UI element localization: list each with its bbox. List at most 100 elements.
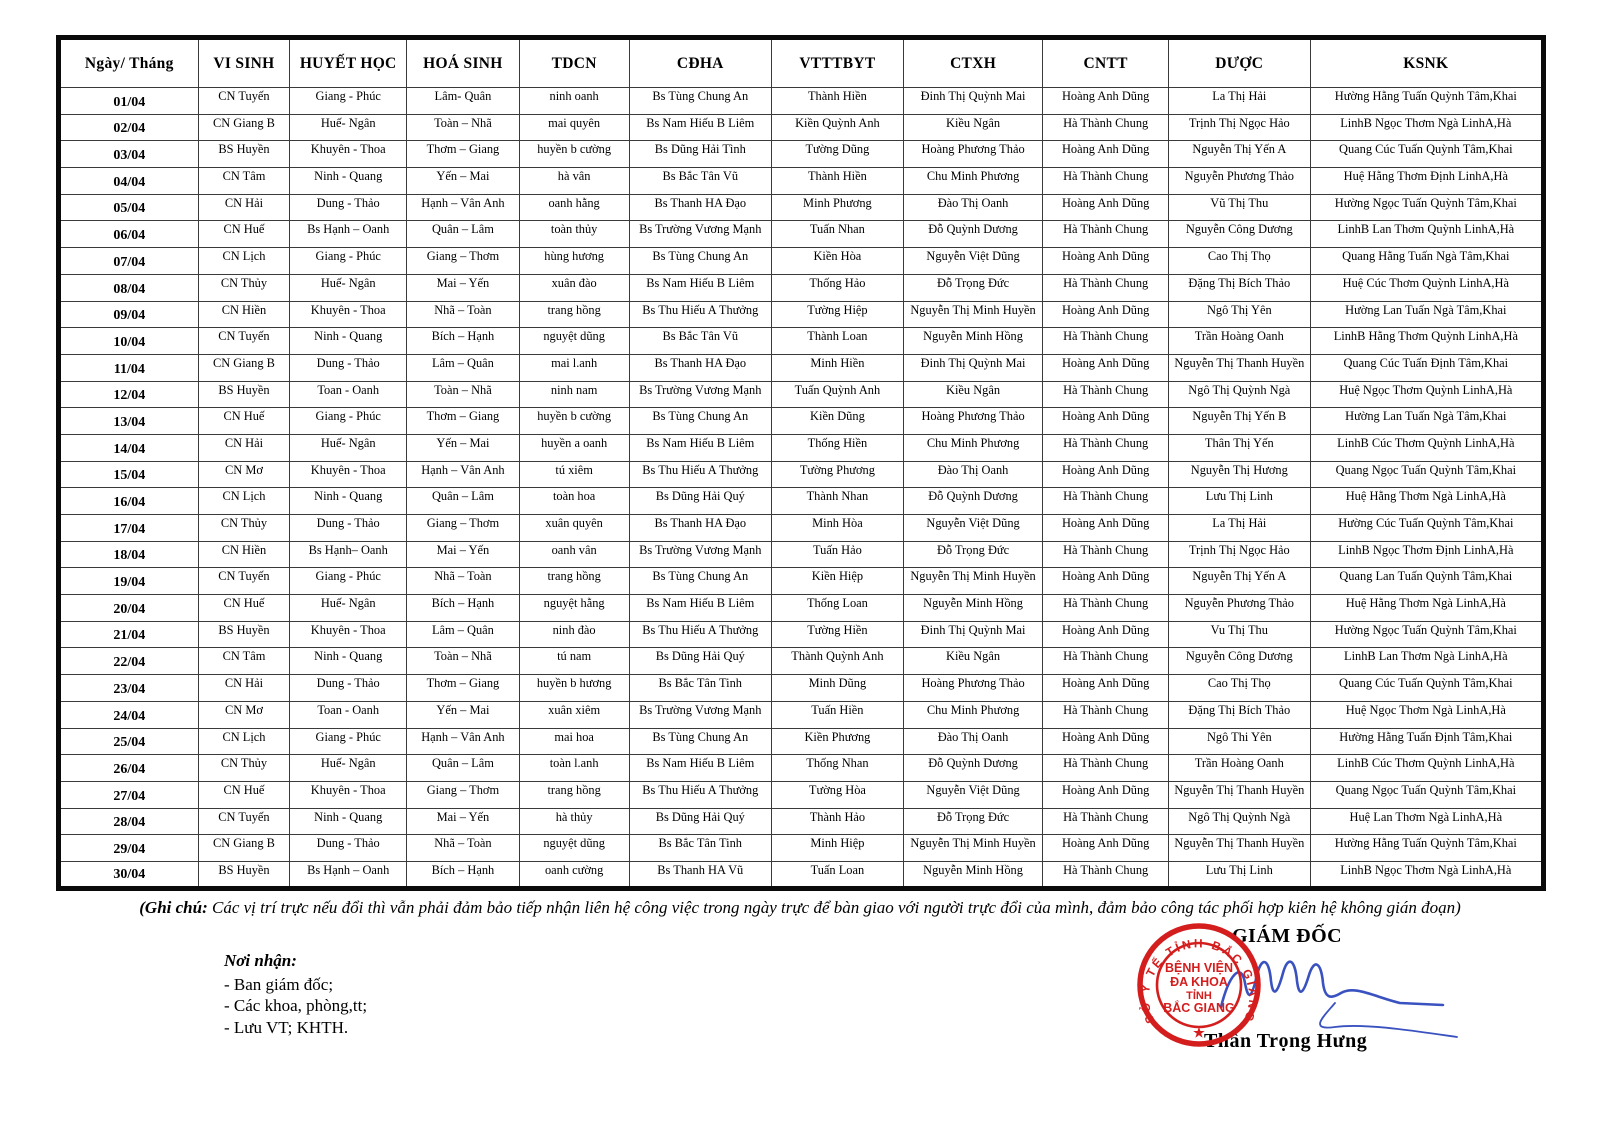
duty-cell: Hà Thành Chung [1042,540,1169,569]
duty-cell: Đặng Thị Bích Thảo [1167,273,1311,302]
duty-cell: Yến – Mai [406,167,520,195]
duty-cell: Thành Loan [771,327,904,355]
date-cell: 26/04 [58,754,199,782]
table-row: 20/04 CN Huế Huế- Ngân Bích – Hạnh nguyệt hằ… [58,594,1545,622]
duty-cell: ninh đào [518,620,630,649]
duty-cell: Minh Hiệp [771,834,904,862]
duty-cell: Hoàng Anh Dũng [1042,780,1169,809]
column-header: HUYẾT HỌC [289,37,408,88]
duty-cell: Nguyễn Việt Dũng [902,780,1044,809]
duty-cell: CN Mơ [197,700,291,729]
director-title: GIÁM ĐỐC [1232,925,1343,947]
duty-cell: Thơm – Giang [406,140,520,169]
duty-cell: Hà Thành Chung [1042,487,1169,515]
duty-cell: Quân – Lâm [406,220,520,249]
duty-cell: Kiền Phương [771,727,904,756]
recipients-title: Nơi nhận: [224,951,297,970]
duty-cell: Đào Thị Oanh [902,193,1044,222]
date-cell: 14/04 [58,433,199,462]
duty-cell: Đinh Thị Quỳnh Mai [902,353,1044,382]
column-header: VTTTBYT [771,37,904,88]
date-cell: 21/04 [58,620,199,649]
duty-cell: Bs Nam Hiếu B Liêm [628,433,773,462]
footnote-text: Các vị trí trực nếu đổi thì vẫn phải đảm… [207,898,1461,917]
duty-cell: LinhB Ngọc Thơm Ngà LinhA,Hà [1309,860,1545,889]
table-row: 26/04 CN Thủy Huế- Ngân Quân – Lâm toàn l.an… [58,754,1545,782]
duty-cell: Bs Trường Vương Mạnh [628,700,773,729]
duty-cell: Hoàng Anh Dũng [1042,87,1169,115]
duty-cell: CN Hải [197,193,291,222]
column-header: VI SINH [197,37,291,88]
duty-cell: Hoàng Anh Dũng [1042,460,1169,489]
duty-cell: Dung - Thảo [289,834,408,862]
duty-cell: Bs Thanh HA Đạo [628,514,773,542]
duty-cell: Giang - Phúc [289,87,408,115]
table-row: 07/04 CN Lịch Giang - Phúc Giang – Thơm hùng… [58,247,1545,275]
duty-cell: Tuấn Quỳnh Anh [771,380,904,409]
duty-cell: Hà Thành Chung [1042,113,1169,142]
duty-cell: Toàn – Nhã [406,647,520,676]
duty-cell: Toàn – Nhã [406,380,520,409]
duty-cell: Kiền Hòa [771,247,904,275]
stamp-center-text: BỆNH VIỆN ĐA KHOA TỈNH BẮC GIANG ★ [1163,960,1235,1040]
duty-cell: Đỗ Trọng Đức [902,273,1044,302]
duty-cell: Hạnh – Vân Anh [406,727,520,756]
duty-cell: Thành Hiền [771,167,904,195]
duty-cell: Thống Loan [771,594,904,622]
duty-cell: Yến – Mai [406,700,520,729]
duty-cell: CN Tuyến [197,327,291,355]
duty-cell: Nguyễn Thị Yến B [1167,407,1311,435]
duty-cell: LinhB Hằng Thơm Quỳnh LinhA,Hà [1309,327,1545,355]
table-row: 01/04 CN Tuyến Giang - Phúc Lâm- Quân ninh o… [58,87,1545,115]
table-row: 16/04 CN Lịch Ninh - Quang Quân – Lâm toàn h… [58,487,1545,515]
duty-cell: Nguyễn Thị Yến A [1167,567,1311,596]
duty-cell: La Thị Hải [1167,87,1311,115]
duty-cell: tú nam [518,647,630,676]
duty-cell: CN Thủy [197,514,291,542]
table-row: 08/04 CN Thủy Huế- Ngân Mai – Yến xuân đào Bs… [58,273,1545,302]
duty-cell: Nguyễn Thị Thanh Huyền [1167,353,1311,382]
date-cell: 04/04 [58,167,199,195]
table-row: 03/04 BS Huyền Khuyên - Thoa Thơm – Giang hu… [58,140,1545,169]
duty-cell: Tường Hiền [771,620,904,649]
duty-cell: Yến – Mai [406,433,520,462]
duty-cell: CN Tâm [197,647,291,676]
duty-cell: Minh Phương [771,193,904,222]
recipient-item: - Lưu VT; KHTH. [224,1017,349,1037]
duty-cell: Thành Hiền [771,87,904,115]
date-cell: 07/04 [58,247,199,275]
duty-cell: Đỗ Quỳnh Dương [902,754,1044,782]
duty-cell: xuân xiêm [518,700,630,729]
date-cell: 06/04 [58,220,199,249]
duty-cell: Huế- Ngân [289,594,408,622]
duty-cell: Hoàng Anh Dũng [1042,193,1169,222]
hospital-stamp: SỞ Y TẾ TỈNH BẮC GIANG BỆNH VIỆN ĐA KHOA… [1137,923,1261,1047]
recipient-item: - Ban giám đốc; [224,974,334,994]
duty-cell: Hường Hằng Tuấn Quỳnh Tâm,Khai [1309,834,1545,862]
date-cell: 16/04 [58,487,199,515]
duty-cell: toàn hoa [518,487,630,515]
duty-cell: Quang Cúc Tuấn Quỳnh Tâm,Khai [1309,140,1545,169]
duty-cell: Hà Thành Chung [1042,860,1169,889]
recipients-list: - Ban giám đốc; - Các khoa, phòng,tt; - Lư… [224,974,367,1039]
duty-cell: LinhB Lan Thơm Quỳnh LinhA,Hà [1309,220,1545,249]
duty-cell: Nguyễn Minh Hồng [902,594,1044,622]
duty-cell: Hoàng Anh Dũng [1042,620,1169,649]
duty-cell: Hà Thành Chung [1042,807,1169,836]
duty-cell: Bs Trường Vương Mạnh [628,380,773,409]
duty-cell: CN Huế [197,594,291,622]
duty-cell: trang hồng [518,300,630,329]
duty-cell: nguyệt dũng [518,327,630,355]
duty-cell: toàn thủy [518,220,630,249]
duty-cell: Bs Thu Hiếu A Thưởng [628,620,773,649]
duty-cell: Nguyễn Thị Yến A [1167,140,1311,169]
duty-cell: Quang Cúc Tuấn Định Tâm,Khai [1309,353,1545,382]
duty-cell: CN Huế [197,780,291,809]
duty-cell: Huệ Lan Thơm Ngà LinhA,Hà [1309,807,1545,836]
table-row: 06/04 CN Huế Bs Hạnh – Oanh Quân – Lâm toàn … [58,220,1545,249]
duty-cell: Bs Bắc Tân Tinh [628,674,773,702]
duty-cell: Toan - Oanh [289,700,408,729]
table-row: 22/04 CN Tâm Ninh - Quang Toàn – Nhã tú nam B… [58,647,1545,676]
duty-cell: oanh vân [518,540,630,569]
duty-cell: Lâm- Quân [406,87,520,115]
